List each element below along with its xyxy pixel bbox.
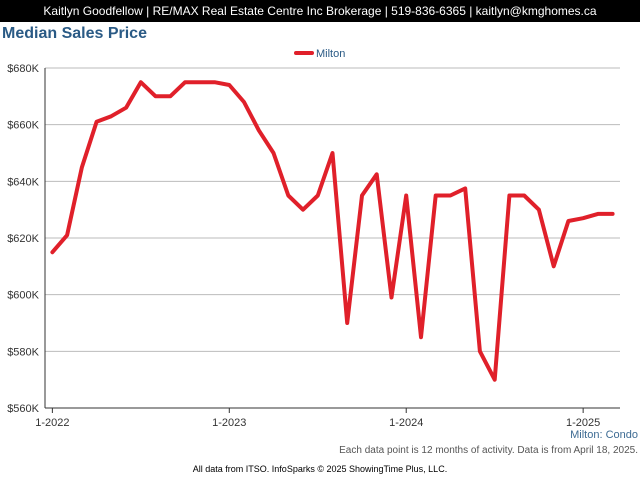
data-point xyxy=(537,208,541,211)
data-point xyxy=(316,194,319,197)
y-tick-label: $580K xyxy=(7,346,39,358)
data-point xyxy=(65,233,69,237)
data-point xyxy=(493,378,496,381)
data-point xyxy=(51,250,54,254)
data-point xyxy=(449,194,452,197)
y-tick-label: $620K xyxy=(7,233,39,245)
data-point xyxy=(552,265,555,268)
data-point xyxy=(154,95,157,98)
data-point xyxy=(213,80,216,84)
data-point xyxy=(110,114,113,118)
chart-subtitle: Milton: Condo xyxy=(570,429,638,441)
data-point xyxy=(390,296,393,299)
legend-label: Milton xyxy=(316,48,345,60)
data-point xyxy=(331,151,334,155)
data-point xyxy=(80,165,84,169)
data-point xyxy=(611,212,614,216)
x-tick-label: 1-2024 xyxy=(389,417,423,429)
data-point xyxy=(567,219,570,223)
data-point xyxy=(405,194,408,197)
contact-text: Kaitlyn Goodfellow | RE/MAX Real Estate … xyxy=(43,4,597,18)
data-point xyxy=(198,80,202,84)
data-point xyxy=(272,151,275,155)
data-point xyxy=(596,212,600,216)
data-point xyxy=(419,335,423,339)
data-point xyxy=(434,194,437,197)
data-point xyxy=(375,173,378,176)
line-chart: $560K $580K $600K $620K $640K $660K $680K 1-202… xyxy=(7,48,620,429)
data-point xyxy=(463,187,467,190)
x-tick-label: 1-2025 xyxy=(566,417,600,429)
x-tick-label: 1-2022 xyxy=(35,417,69,429)
data-point xyxy=(522,194,526,197)
y-tick-label: $600K xyxy=(7,290,39,302)
data-point xyxy=(124,106,128,109)
contact-header-bar: Kaitlyn Goodfellow | RE/MAX Real Estate … xyxy=(0,0,640,22)
y-tick-label: $660K xyxy=(7,120,39,132)
data-point xyxy=(139,80,143,84)
x-tick-label: 1-2023 xyxy=(212,417,246,429)
data-point xyxy=(242,100,246,104)
data-point xyxy=(183,80,187,84)
data-point xyxy=(508,194,511,197)
data-point xyxy=(287,194,290,197)
data-source-footer: All data from ITSO. InfoSparks © 2025 Sh… xyxy=(192,464,448,474)
data-point xyxy=(478,350,482,353)
y-tick-label: $640K xyxy=(7,176,39,188)
data-point xyxy=(581,216,585,220)
data-point xyxy=(301,208,305,211)
data-point xyxy=(360,194,364,197)
data-point xyxy=(257,129,260,132)
y-tick-label: $560K xyxy=(7,403,39,415)
chart-title: Median Sales Price xyxy=(2,25,147,42)
data-point xyxy=(95,120,98,124)
series-line-milton xyxy=(50,80,615,382)
data-point xyxy=(228,83,231,87)
data-point xyxy=(346,321,349,325)
data-point xyxy=(169,95,172,98)
y-tick-label: $680K xyxy=(7,63,39,75)
data-note: Each data point is 12 months of activity… xyxy=(339,445,638,456)
